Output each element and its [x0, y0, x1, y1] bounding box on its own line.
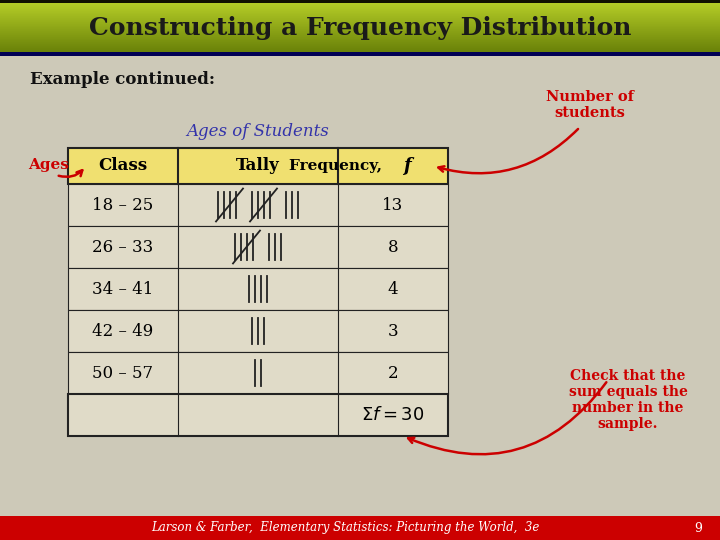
Text: 42 – 49: 42 – 49	[92, 322, 153, 340]
Bar	[68, 268, 448, 310]
Bar	[0, 34, 720, 35]
Bar	[0, 18, 720, 19]
Bar	[0, 9, 720, 10]
Bar	[0, 26, 720, 27]
Bar	[0, 516, 720, 540]
Text: Constructing a Frequency Distribution: Constructing a Frequency Distribution	[89, 16, 631, 40]
Bar	[0, 20, 720, 21]
Text: Ages of Students: Ages of Students	[186, 124, 329, 140]
Bar	[0, 43, 720, 44]
Bar	[0, 35, 720, 36]
Bar	[0, 31, 720, 32]
Bar	[0, 42, 720, 43]
Bar	[0, 5, 720, 6]
Bar	[0, 47, 720, 48]
Text: Frequency,: Frequency,	[289, 159, 387, 173]
Text: 3: 3	[387, 322, 398, 340]
Bar	[0, 0, 720, 3]
Bar	[0, 2, 720, 3]
Bar	[68, 394, 448, 436]
Bar	[0, 17, 720, 18]
Bar	[0, 14, 720, 15]
Bar	[0, 52, 720, 56]
Bar	[68, 226, 448, 268]
Bar	[0, 41, 720, 42]
Text: 9: 9	[694, 522, 702, 535]
Text: Number of
students: Number of students	[546, 90, 634, 120]
Bar	[0, 39, 720, 40]
Bar	[0, 24, 720, 25]
Bar	[68, 310, 448, 352]
Bar	[0, 23, 720, 24]
Bar	[0, 11, 720, 12]
Bar	[0, 51, 720, 52]
Bar	[0, 29, 720, 30]
Bar	[0, 33, 720, 34]
Bar	[0, 50, 720, 51]
Bar	[68, 184, 448, 226]
Bar	[0, 38, 720, 39]
Text: Example continued:: Example continued:	[30, 71, 215, 89]
Bar	[0, 21, 720, 22]
Bar	[0, 4, 720, 5]
Bar	[0, 15, 720, 16]
Bar	[0, 10, 720, 11]
Text: 34 – 41: 34 – 41	[92, 280, 153, 298]
Bar	[0, 19, 720, 20]
Text: 26 – 33: 26 – 33	[92, 239, 153, 255]
Bar	[0, 0, 720, 1]
Text: $\Sigma f = 30$: $\Sigma f = 30$	[361, 406, 425, 424]
Bar	[0, 48, 720, 49]
Text: Class: Class	[99, 158, 148, 174]
Text: 13: 13	[382, 197, 404, 213]
Bar	[0, 1, 720, 2]
Text: Larson & Farber,  Elementary Statistics: Picturing the World,  3e: Larson & Farber, Elementary Statistics: …	[150, 522, 539, 535]
Bar	[0, 12, 720, 13]
Bar	[0, 32, 720, 33]
Bar	[68, 352, 448, 394]
Text: Check that the
sum equals the
number in the
sample.: Check that the sum equals the number in …	[569, 369, 688, 431]
Text: Tally: Tally	[236, 158, 280, 174]
Bar	[68, 148, 448, 184]
Text: f: f	[403, 157, 411, 175]
Bar	[0, 37, 720, 38]
Bar	[0, 40, 720, 41]
Bar	[0, 46, 720, 47]
Bar	[0, 28, 720, 29]
Text: 4: 4	[387, 280, 398, 298]
Bar	[0, 13, 720, 14]
Bar	[0, 27, 720, 28]
Text: 50 – 57: 50 – 57	[92, 364, 153, 381]
Bar	[0, 25, 720, 26]
Bar	[0, 44, 720, 45]
Bar	[0, 16, 720, 17]
Text: 2: 2	[387, 364, 398, 381]
Bar	[0, 36, 720, 37]
Bar	[0, 30, 720, 31]
Text: 18 – 25: 18 – 25	[92, 197, 153, 213]
Bar	[0, 3, 720, 4]
Bar	[0, 45, 720, 46]
Text: 8: 8	[387, 239, 398, 255]
Bar	[0, 8, 720, 9]
Bar	[0, 49, 720, 50]
Text: Ages: Ages	[28, 158, 69, 172]
Bar	[0, 22, 720, 23]
Bar	[0, 7, 720, 8]
Bar	[0, 6, 720, 7]
